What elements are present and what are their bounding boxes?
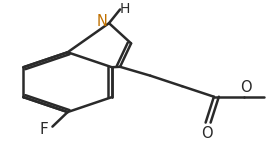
Text: N: N (97, 14, 108, 29)
Text: O: O (240, 80, 251, 95)
Text: O: O (201, 126, 213, 141)
Text: F: F (40, 122, 49, 137)
Text: H: H (120, 2, 130, 16)
